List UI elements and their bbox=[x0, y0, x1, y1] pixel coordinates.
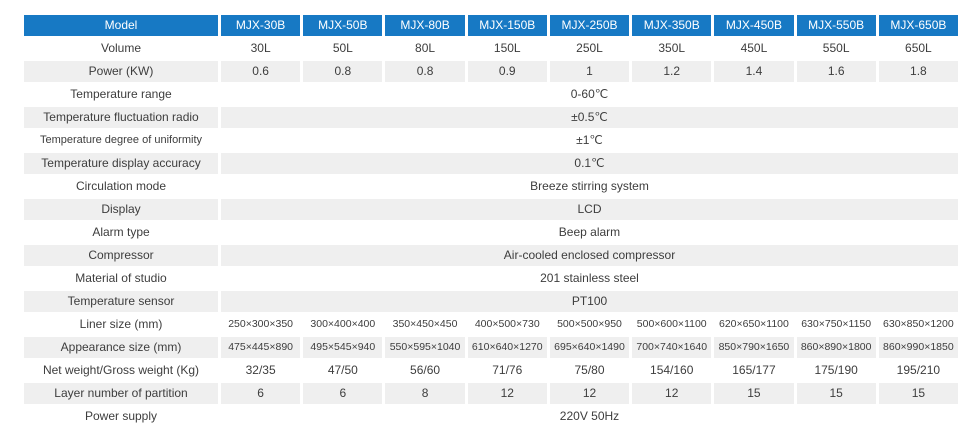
cell-value: 630×750×1150 bbox=[796, 314, 876, 335]
cell-value: 71/76 bbox=[467, 360, 547, 381]
row-label: Temperature fluctuation radio bbox=[24, 107, 218, 128]
row-label: Appearance size (mm) bbox=[24, 337, 218, 358]
cell-value: 610×640×1270 bbox=[467, 337, 547, 358]
cell-value: 0.6 bbox=[221, 61, 301, 82]
span-value: ±0.5℃ bbox=[221, 107, 958, 128]
cell-value: 75/80 bbox=[549, 360, 630, 381]
span-value: Air-cooled enclosed compressor bbox=[221, 245, 958, 266]
header-model-column: MJX-50B bbox=[303, 15, 383, 36]
cell-value: 495×545×940 bbox=[303, 337, 383, 358]
cell-value: 12 bbox=[467, 383, 547, 404]
row-label: Layer number of partition bbox=[24, 383, 218, 404]
cell-value: 1 bbox=[549, 61, 630, 82]
header-model-column: MJX-250B bbox=[549, 15, 630, 36]
cell-value: 30L bbox=[221, 38, 301, 59]
cell-value: 1.2 bbox=[632, 61, 712, 82]
cell-value: 47/50 bbox=[303, 360, 383, 381]
cell-value: 0.8 bbox=[385, 61, 465, 82]
row-label: Temperature range bbox=[24, 84, 218, 105]
cell-value: 80L bbox=[385, 38, 465, 59]
row-label: Circulation mode bbox=[24, 176, 218, 197]
cell-value: 1.8 bbox=[878, 61, 958, 82]
header-model-label: Model bbox=[24, 15, 218, 36]
span-value: Beep alarm bbox=[221, 222, 958, 243]
row-label: Compressor bbox=[24, 245, 218, 266]
cell-value: 695×640×1490 bbox=[549, 337, 630, 358]
cell-value: 150L bbox=[467, 38, 547, 59]
header-model-column: MJX-30B bbox=[221, 15, 301, 36]
cell-value: 620×650×1100 bbox=[714, 314, 794, 335]
cell-value: 12 bbox=[632, 383, 712, 404]
cell-value: 550L bbox=[796, 38, 876, 59]
cell-value: 8 bbox=[385, 383, 465, 404]
span-value: ±1℃ bbox=[221, 130, 958, 151]
cell-value: 500×500×950 bbox=[549, 314, 630, 335]
cell-value: 50L bbox=[303, 38, 383, 59]
span-value: LCD bbox=[221, 199, 958, 220]
cell-value: 6 bbox=[221, 383, 301, 404]
cell-value: 860×890×1800 bbox=[796, 337, 876, 358]
cell-value: 1.6 bbox=[796, 61, 876, 82]
span-value: PT100 bbox=[221, 291, 958, 312]
cell-value: 850×790×1650 bbox=[714, 337, 794, 358]
span-value: 201 stainless steel bbox=[221, 268, 958, 289]
row-label: Temperature sensor bbox=[24, 291, 218, 312]
row-label: Net weight/Gross weight (Kg) bbox=[24, 360, 218, 381]
cell-value: 0.9 bbox=[467, 61, 547, 82]
cell-value: 195/210 bbox=[878, 360, 958, 381]
cell-value: 1.4 bbox=[714, 61, 794, 82]
row-label: Volume bbox=[24, 38, 218, 59]
cell-value: 650L bbox=[878, 38, 958, 59]
specification-table: Model MJX-30B MJX-50B MJX-80B MJX-150B MJX-25… bbox=[24, 15, 958, 427]
cell-value: 500×600×1100 bbox=[632, 314, 712, 335]
header-model-column: MJX-150B bbox=[467, 15, 547, 36]
header-model-column: MJX-80B bbox=[385, 15, 465, 36]
cell-value: 0.8 bbox=[303, 61, 383, 82]
span-value: 220V 50Hz bbox=[221, 406, 958, 427]
cell-value: 475×445×890 bbox=[221, 337, 301, 358]
cell-value: 15 bbox=[714, 383, 794, 404]
cell-value: 860×990×1850 bbox=[878, 337, 958, 358]
span-value: Breeze stirring system bbox=[221, 176, 958, 197]
row-label: Alarm type bbox=[24, 222, 218, 243]
cell-value: 32/35 bbox=[221, 360, 301, 381]
header-model-column: MJX-550B bbox=[796, 15, 876, 36]
cell-value: 630×850×1200 bbox=[878, 314, 958, 335]
row-label: Temperature degree of uniformity bbox=[24, 130, 218, 151]
row-label: Material of studio bbox=[24, 268, 218, 289]
header-model-column: MJX-350B bbox=[632, 15, 712, 36]
cell-value: 700×740×1640 bbox=[632, 337, 712, 358]
cell-value: 450L bbox=[714, 38, 794, 59]
cell-value: 6 bbox=[303, 383, 383, 404]
row-label: Power (KW) bbox=[24, 61, 218, 82]
cell-value: 300×400×400 bbox=[303, 314, 383, 335]
cell-value: 400×500×730 bbox=[467, 314, 547, 335]
row-label: Temperature display accuracy bbox=[24, 153, 218, 174]
row-label: Liner size (mm) bbox=[24, 314, 218, 335]
cell-value: 15 bbox=[878, 383, 958, 404]
cell-value: 56/60 bbox=[385, 360, 465, 381]
cell-value: 350L bbox=[632, 38, 712, 59]
cell-value: 550×595×1040 bbox=[385, 337, 465, 358]
cell-value: 165/177 bbox=[714, 360, 794, 381]
span-value: 0-60℃ bbox=[221, 84, 958, 105]
row-label: Power supply bbox=[24, 406, 218, 427]
cell-value: 250L bbox=[549, 38, 630, 59]
cell-value: 15 bbox=[796, 383, 876, 404]
cell-value: 175/190 bbox=[796, 360, 876, 381]
row-label: Display bbox=[24, 199, 218, 220]
cell-value: 12 bbox=[549, 383, 630, 404]
header-model-column: MJX-650B bbox=[878, 15, 958, 36]
cell-value: 154/160 bbox=[632, 360, 712, 381]
cell-value: 350×450×450 bbox=[385, 314, 465, 335]
cell-value: 250×300×350 bbox=[221, 314, 301, 335]
header-model-column: MJX-450B bbox=[714, 15, 794, 36]
span-value: 0.1℃ bbox=[221, 153, 958, 174]
